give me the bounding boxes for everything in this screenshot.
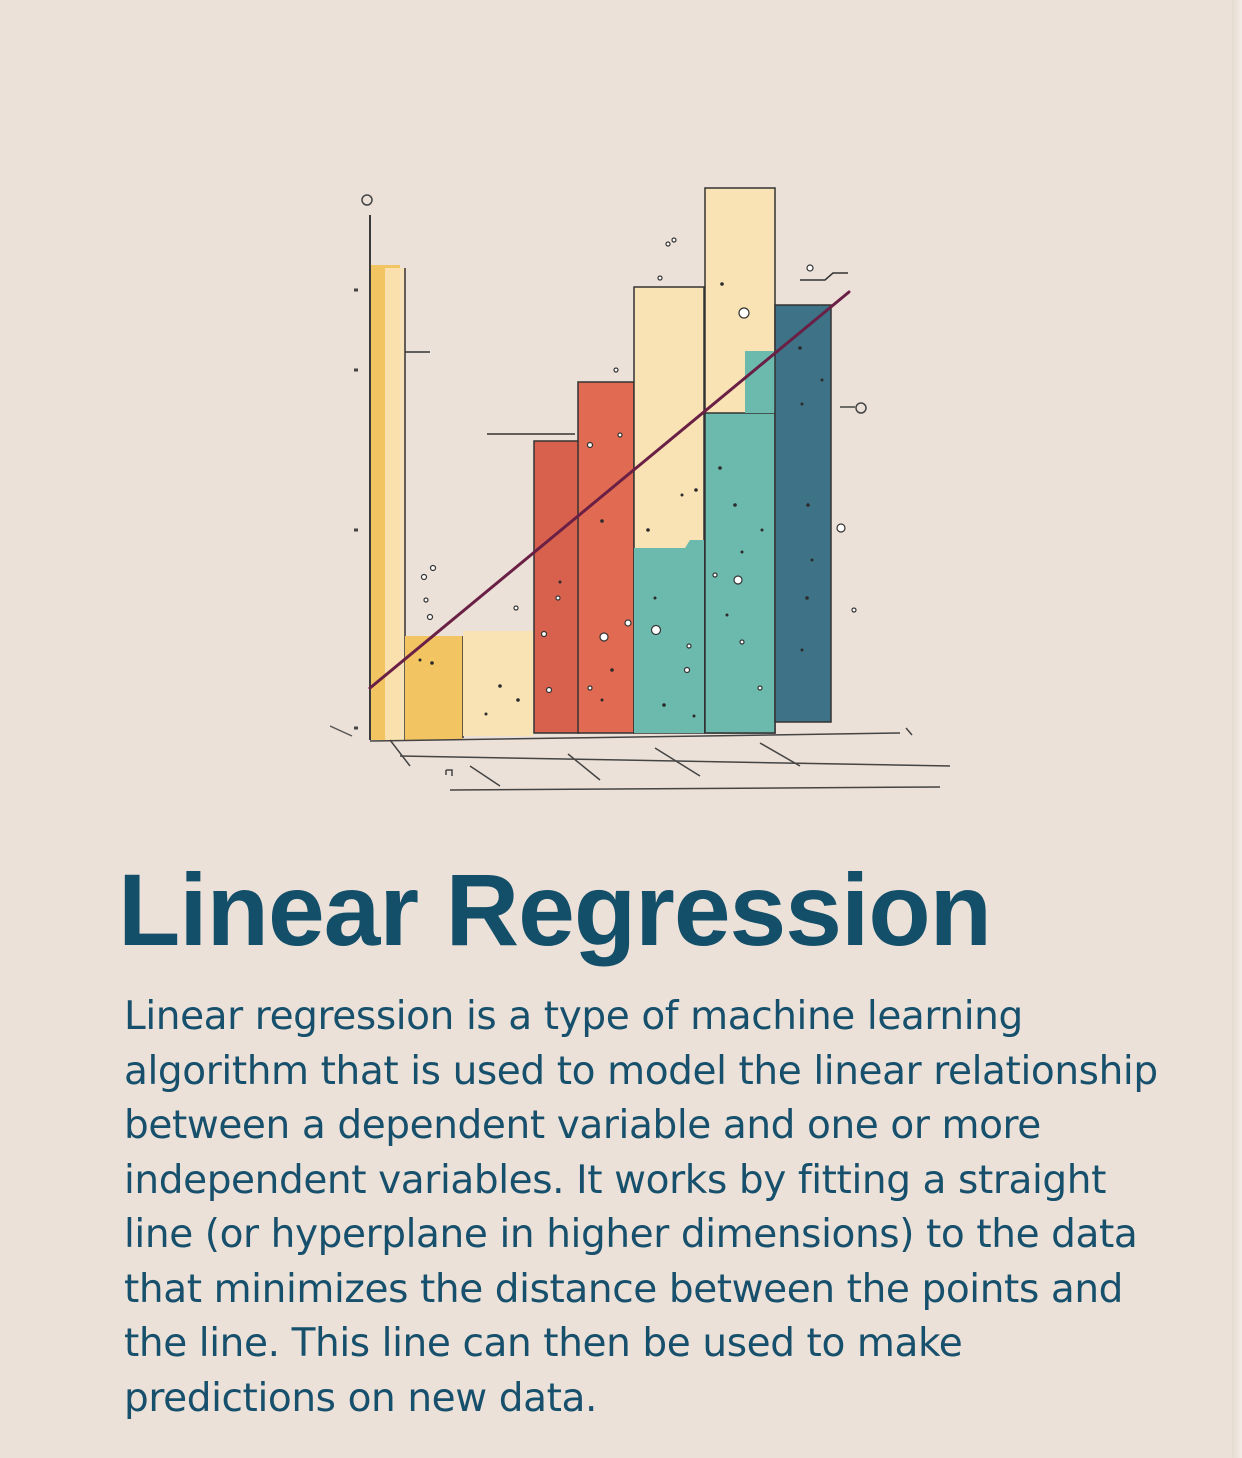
bar-2 bbox=[405, 636, 463, 740]
bars bbox=[371, 187, 867, 740]
regression-line bbox=[368, 290, 851, 690]
data-dots bbox=[418, 282, 824, 718]
bar-3 bbox=[463, 631, 533, 736]
bar-8 bbox=[774, 304, 832, 723]
bar-chart-illustration bbox=[329, 187, 951, 791]
page-edge bbox=[1232, 0, 1242, 1458]
bar-5 bbox=[577, 381, 635, 734]
y-axis bbox=[329, 194, 373, 740]
description-paragraph: Linear regression is a type of machine l… bbox=[124, 994, 1158, 1421]
page-title: Linear Regression bbox=[118, 853, 992, 967]
bar-4 bbox=[533, 440, 580, 734]
chart-floor bbox=[369, 727, 951, 791]
data-points bbox=[420, 237, 857, 694]
